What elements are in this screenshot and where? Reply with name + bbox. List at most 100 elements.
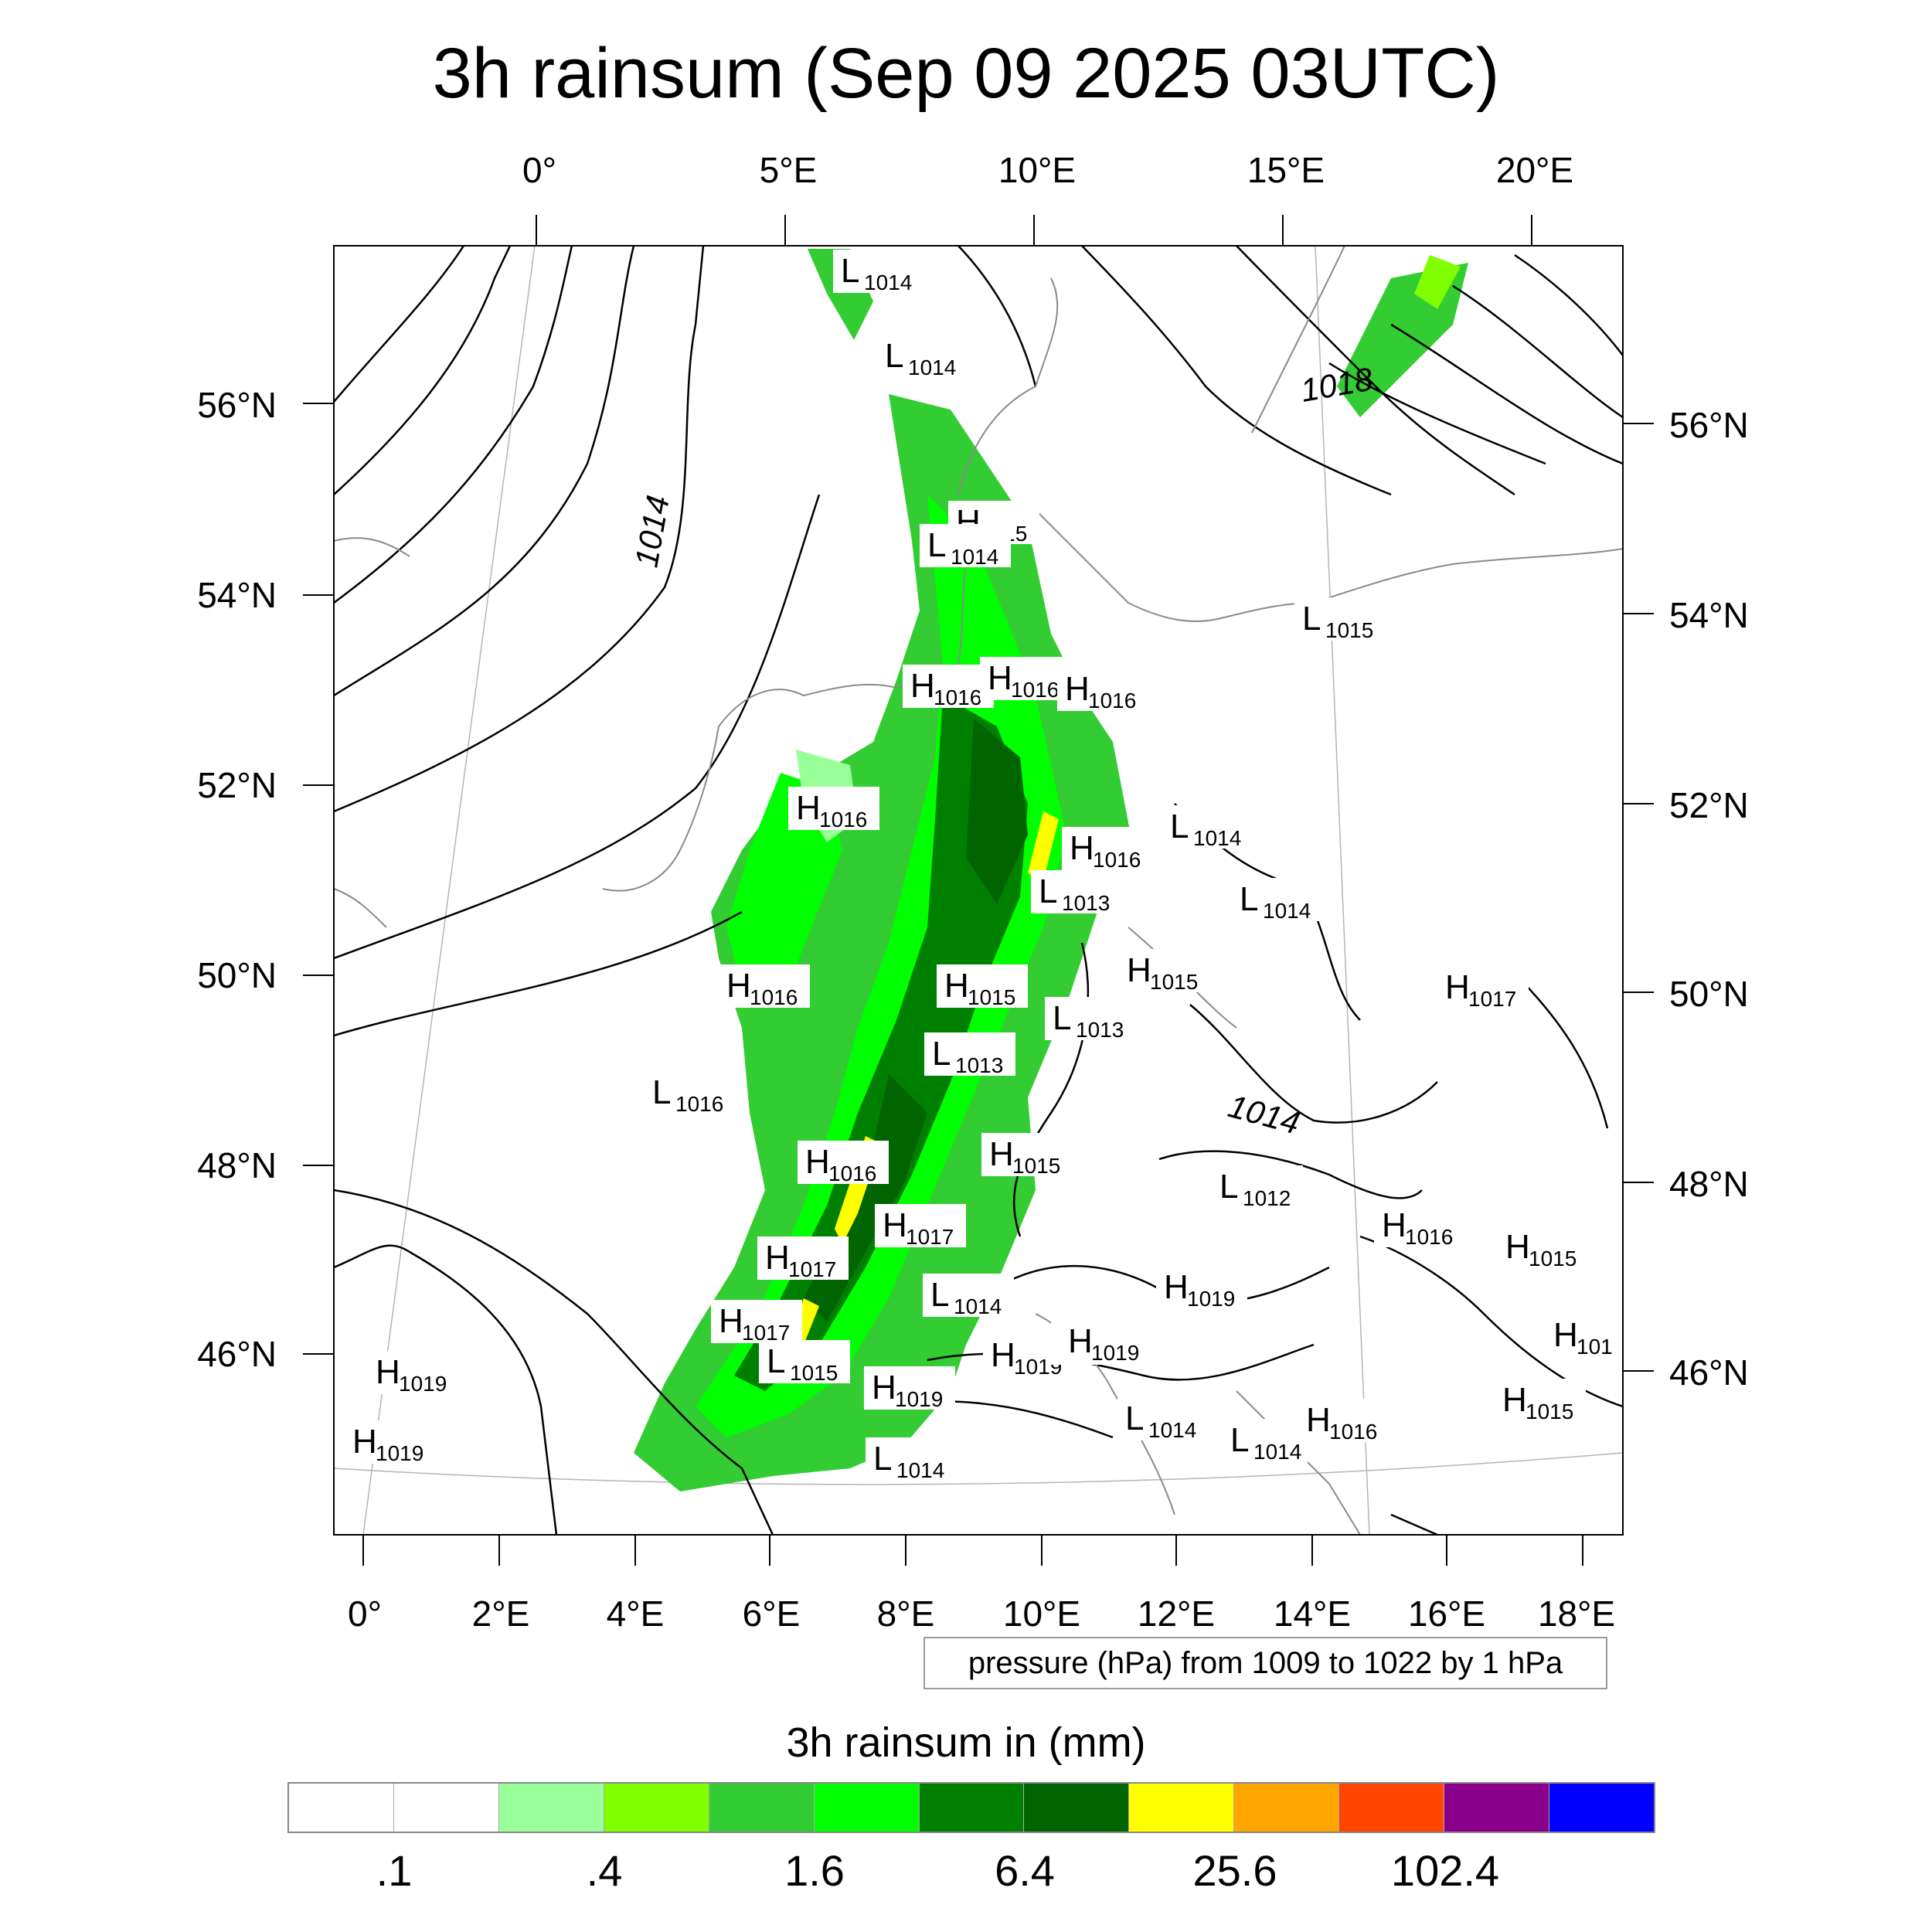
pressure-center-value: 101 <box>1577 1335 1613 1359</box>
pressure-center: L 1013 <box>1031 870 1122 915</box>
colorbar-label: 25.6 <box>1192 1846 1277 1895</box>
pressure-center-value: 1014 <box>951 545 998 569</box>
tick-label: 48°N <box>1669 1164 1749 1204</box>
pressure-center-letter: H <box>1553 1316 1578 1354</box>
pressure-center-letter: L <box>885 337 903 375</box>
tick-label: 46°N <box>1669 1352 1749 1393</box>
top-axis: 0° 5°E 10°E 15°E 20°E <box>522 150 1573 190</box>
tick-label: 18°E <box>1538 1594 1615 1634</box>
pressure-center-letter: L <box>1302 600 1321 638</box>
pressure-center-letter: L <box>873 1440 892 1478</box>
pressure-center-background <box>981 1133 1073 1176</box>
tick-label: 52°N <box>1669 785 1749 825</box>
tick-label: 10°E <box>998 150 1076 190</box>
pressure-center-value: 1017 <box>1468 987 1516 1011</box>
pressure-center-background <box>1298 1399 1389 1442</box>
pressure-center-labels: L1014L1014H1015L1014L1015H1016H1016H1016… <box>345 250 1623 1482</box>
colorbar-box <box>709 1784 815 1832</box>
tick-label: 20°E <box>1496 150 1573 190</box>
pressure-center-letter: L <box>1125 1400 1144 1437</box>
pressure-center-letter: H <box>1306 1401 1331 1439</box>
colorbar <box>287 1782 1655 1833</box>
pressure-center-letter: H <box>1068 1322 1093 1360</box>
tick-label: 5°E <box>760 150 818 190</box>
pressure-center-value: 1015 <box>1526 1400 1573 1423</box>
pressure-center: L 1014 <box>920 524 1011 569</box>
pressure-center-letter: L <box>1039 872 1057 910</box>
pressure-center-letter: H <box>1164 1268 1189 1306</box>
pressure-center-value: 1012 <box>1243 1186 1291 1210</box>
pressure-center-background <box>866 1437 957 1481</box>
pressure-center: L 1012 <box>1212 1165 1303 1210</box>
colorbar-label: 6.4 <box>995 1846 1055 1895</box>
colorbar-label: 1.6 <box>784 1846 845 1895</box>
pressure-center-value: 1016 <box>750 985 798 1009</box>
tick-label: 48°N <box>197 1145 277 1185</box>
pressure-center-background <box>1060 1320 1151 1363</box>
tick-label: 10°E <box>1003 1594 1080 1634</box>
pressure-center-value: 1019 <box>1091 1341 1139 1365</box>
pressure-center-background <box>833 250 924 293</box>
pressure-center-value: 1016 <box>1088 689 1136 713</box>
pressure-center-background <box>368 1351 459 1394</box>
pressure-center: L 1014 <box>1162 805 1253 850</box>
pressure-center-value: 1016 <box>1329 1420 1377 1444</box>
tick-label: 16°E <box>1408 1594 1485 1634</box>
pressure-center-value: 1013 <box>1062 891 1110 915</box>
colorbar-box <box>1549 1784 1654 1832</box>
colorbar-box <box>498 1784 604 1832</box>
pressure-center-background <box>1062 827 1153 870</box>
colorbar-box <box>604 1784 709 1832</box>
pressure-center-letter: H <box>719 1302 743 1340</box>
pressure-center-value: 1013 <box>955 1053 1003 1077</box>
tick-label: 56°N <box>197 385 277 425</box>
pressure-center-letter: H <box>1502 1381 1527 1419</box>
pressure-center-letter: H <box>376 1353 400 1391</box>
pressure-center-background <box>980 657 1071 700</box>
tick-label: 15°E <box>1247 150 1325 190</box>
pressure-center-background <box>1156 1266 1247 1309</box>
pressure-center-letter: H <box>1505 1228 1530 1266</box>
map-title: 3h rainsum (Sep 09 2025 03UTC) <box>432 34 1500 113</box>
pressure-center-value: 1014 <box>1193 826 1241 850</box>
pressure-center-value: 1015 <box>1012 1154 1060 1178</box>
pressure-center-value: 1014 <box>908 355 956 379</box>
tick-label: 50°N <box>1669 974 1749 1014</box>
pressure-center-letter: L <box>841 252 859 290</box>
pressure-center-background <box>1212 1165 1303 1209</box>
map-border <box>333 245 1624 1536</box>
pressure-center-value: 1019 <box>895 1387 943 1411</box>
pressure-center-letter: L <box>1170 808 1189 845</box>
pressure-center: L 1014 <box>833 250 924 294</box>
tick-label: 2°E <box>472 1594 530 1634</box>
pressure-center-value: 1015 <box>1325 618 1373 642</box>
pressure-center-letter: L <box>1053 999 1071 1037</box>
colorbar-box <box>1339 1784 1445 1832</box>
pressure-center-letter: H <box>1445 968 1470 1006</box>
pressure-center: L 1013 <box>1045 997 1136 1042</box>
pressure-center-letter: L <box>1240 880 1258 918</box>
pressure-center-value: 1017 <box>788 1257 836 1281</box>
pressure-center-value: 1016 <box>819 808 867 832</box>
pressure-center-value: 1016 <box>1093 848 1141 872</box>
pressure-center-background <box>923 1274 1014 1317</box>
tick-label: 6°E <box>743 1594 801 1634</box>
pressure-center-letter: L <box>767 1342 785 1380</box>
pressure-center-background <box>1057 668 1148 711</box>
pressure-center-background <box>903 665 994 708</box>
pressure-center: L 1015 <box>759 1340 850 1385</box>
pressure-center-value: 1015 <box>790 1361 838 1385</box>
pressure-center-value: 1019 <box>1187 1287 1235 1311</box>
pressure-center: L 1014 <box>1117 1397 1209 1442</box>
pressure-center-value: 1016 <box>1405 1225 1453 1249</box>
pressure-center-letter: L <box>1230 1421 1249 1459</box>
